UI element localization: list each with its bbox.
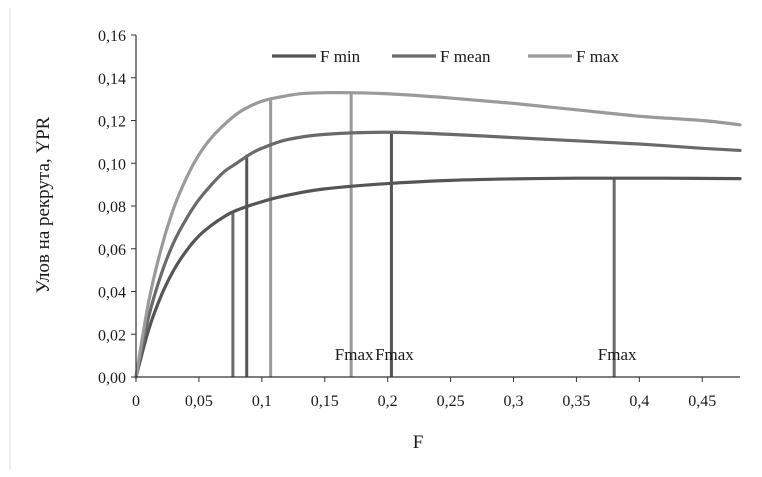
x-tick-label: 0,2 bbox=[378, 393, 398, 410]
legend-label-f-max: F max bbox=[576, 47, 619, 66]
x-tick-label: 0,25 bbox=[437, 393, 465, 410]
fmax-annotation: Fmax bbox=[598, 345, 637, 364]
x-tick-label: 0,1 bbox=[252, 393, 272, 410]
tick-labels: 0 0,05 0,1 0,15 0,2 0,25 0,3 0,35 0,4 0,45 0,00 0,0… bbox=[98, 28, 716, 410]
fmax-annotation: Fmax bbox=[335, 345, 374, 364]
y-tick-label: 0,02 bbox=[98, 327, 126, 344]
legend-label-f-mean: F mean bbox=[440, 47, 491, 66]
plot-area: Fmax Fmax Fmax bbox=[134, 90, 742, 379]
fmax-annotation: Fmax bbox=[375, 345, 414, 364]
y-tick-label: 0,14 bbox=[98, 71, 126, 88]
legend-label-f-min: F min bbox=[320, 47, 361, 66]
series-line-f-max bbox=[134, 90, 742, 379]
x-tick-label: 0 bbox=[132, 393, 140, 410]
y-axis-title: Улов на рекрута, YPR bbox=[33, 116, 54, 293]
y-tick-label: 0,12 bbox=[98, 114, 126, 131]
x-tick-label: 0,15 bbox=[311, 393, 339, 410]
y-tick-label: 0,16 bbox=[98, 28, 126, 45]
y-tick-label: 0,00 bbox=[98, 370, 126, 387]
x-tick-label: 0,3 bbox=[504, 393, 524, 410]
x-tick-label: 0,4 bbox=[629, 393, 649, 410]
x-tick-label: 0,35 bbox=[562, 393, 590, 410]
y-tick-label: 0,08 bbox=[98, 199, 126, 216]
x-tick-label: 0,45 bbox=[688, 393, 716, 410]
y-tick-label: 0,06 bbox=[98, 242, 126, 259]
y-tick-label: 0,10 bbox=[98, 156, 126, 173]
x-tick-label: 0,05 bbox=[185, 393, 213, 410]
series-line-f-min bbox=[134, 176, 742, 379]
x-axis-title: F bbox=[413, 432, 424, 453]
series-line-f-mean bbox=[134, 130, 742, 379]
y-tick-label: 0,04 bbox=[98, 285, 126, 302]
legend: F min F mean F max bbox=[272, 47, 619, 66]
